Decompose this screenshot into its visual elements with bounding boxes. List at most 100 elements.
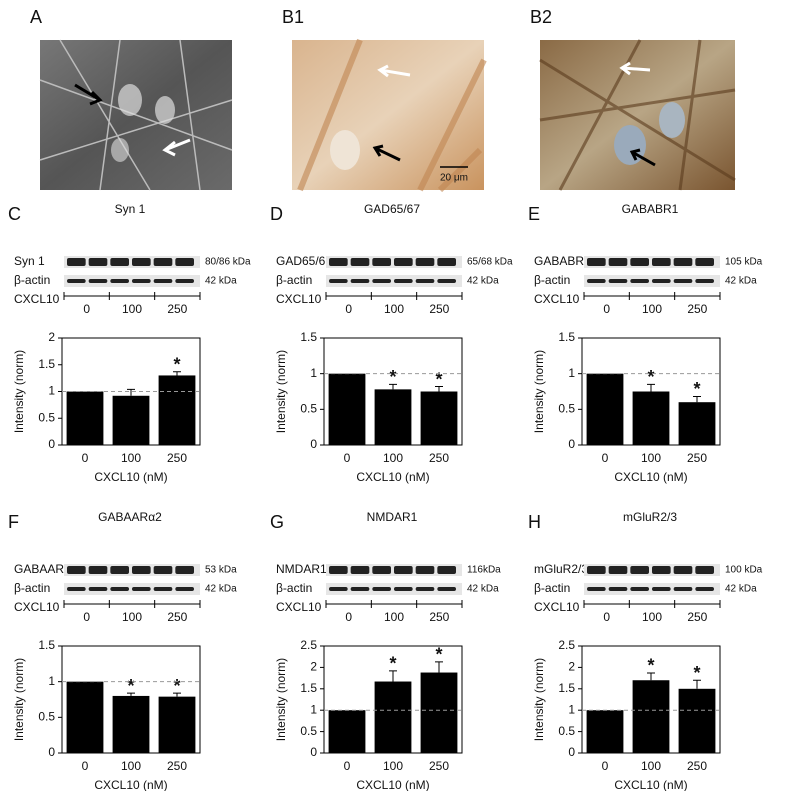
blot-kda: 42 kDa (467, 584, 499, 595)
blot-band (329, 566, 348, 574)
y-tick-label: 0 (310, 437, 317, 451)
image-a (39, 39, 233, 191)
blot-band (88, 258, 108, 266)
x-tick-label: 250 (687, 759, 707, 773)
dose-label: 100 (122, 610, 142, 624)
significance-star: * (693, 663, 700, 683)
blot-band (630, 587, 649, 591)
y-axis-label: Intensity (norm) (274, 658, 288, 741)
blot-kda: 53 kDa (205, 565, 237, 576)
significance-star: * (173, 354, 180, 374)
treatment-label: CXCL10 (14, 600, 60, 614)
blot-band (350, 566, 370, 574)
treatment-label: CXCL10 (276, 292, 322, 306)
dose-label: 100 (642, 610, 662, 624)
bar (420, 391, 458, 445)
panel-label: B1 (282, 7, 304, 27)
panel-label: A (30, 7, 42, 27)
x-tick-label: 0 (82, 451, 89, 465)
x-tick-label: 100 (121, 451, 141, 465)
treatment-label: CXCL10 (14, 292, 60, 306)
blot-band (415, 279, 435, 283)
dose-label: 0 (83, 302, 90, 316)
dose-label: 0 (345, 302, 352, 316)
y-tick-label: 0.5 (300, 402, 317, 416)
x-tick-label: 0 (602, 759, 609, 773)
dose-label: 250 (687, 302, 707, 316)
blot-label: GAD65/67 (276, 254, 332, 268)
x-tick-label: 100 (383, 759, 403, 773)
y-axis-label: Intensity (norm) (12, 658, 26, 741)
blot-band (437, 258, 456, 266)
blot-label: β-actin (276, 581, 312, 595)
blot-band (175, 258, 194, 266)
x-tick-label: 100 (121, 759, 141, 773)
dose-label: 100 (384, 302, 404, 316)
error-bar (127, 692, 135, 696)
blot-kda: 42 kDa (467, 276, 499, 287)
x-tick-label: 250 (429, 759, 449, 773)
x-axis-label: CXCL10 (nM) (94, 470, 167, 484)
bar (158, 375, 196, 445)
blot-label: β-actin (534, 273, 570, 287)
blot-band (372, 279, 391, 283)
blot-band (394, 279, 413, 283)
significance-star: * (693, 379, 700, 399)
dose-label: 250 (429, 610, 449, 624)
y-axis-label: Intensity (norm) (12, 350, 26, 433)
treatment-label: CXCL10 (276, 600, 322, 614)
x-tick-label: 250 (687, 451, 707, 465)
blot-band (652, 258, 671, 266)
blot-band (437, 279, 456, 283)
blot-band (67, 258, 86, 266)
y-tick-label: 1.5 (300, 330, 317, 344)
blot-kda: 116kDa (467, 565, 501, 576)
y-tick-label: 1.5 (558, 681, 575, 695)
dose-label: 250 (167, 302, 187, 316)
blot-band (394, 566, 413, 574)
treatment-label: CXCL10 (534, 292, 580, 306)
blot-band (415, 587, 435, 591)
blot-band (652, 279, 671, 283)
y-tick-label: 1 (48, 384, 55, 398)
x-axis-label: CXCL10 (nM) (614, 470, 687, 484)
error-bar (173, 371, 181, 376)
blot-band (88, 566, 108, 574)
blot-band (350, 279, 370, 283)
x-axis-label: CXCL10 (nM) (94, 778, 167, 791)
error-bar (389, 383, 397, 390)
image-b2 (539, 39, 736, 191)
blot-band (372, 566, 391, 574)
blot-band (175, 279, 194, 283)
blot-band (630, 566, 649, 574)
x-tick-label: 100 (641, 759, 661, 773)
y-tick-label: 2 (48, 330, 55, 344)
significance-star: * (435, 645, 442, 665)
y-tick-label: 0 (568, 437, 575, 451)
blot-band (110, 279, 129, 283)
dose-label: 100 (122, 302, 142, 316)
blot-band (350, 258, 370, 266)
dose-label: 0 (345, 610, 352, 624)
blot-kda: 42 kDa (725, 276, 757, 287)
blot-kda: 80/86 kDa (205, 257, 251, 268)
blot-title: mGluR2/3 (623, 510, 677, 524)
blot-band (67, 566, 86, 574)
bar (374, 681, 412, 753)
significance-star: * (173, 676, 180, 696)
error-bar (693, 679, 701, 689)
y-tick-label: 1.5 (38, 638, 55, 652)
blot-label: GABAARα2 (14, 562, 78, 576)
y-axis-label: Intensity (norm) (274, 350, 288, 433)
blot-band (652, 587, 671, 591)
error-bar (647, 672, 655, 681)
blot-band (695, 566, 714, 574)
panel-label: F (8, 512, 19, 532)
blot-band (329, 587, 348, 591)
significance-star: * (435, 369, 442, 389)
blot-kda: 42 kDa (205, 276, 237, 287)
panel-label: D (270, 204, 283, 224)
y-tick-label: 1.5 (558, 330, 575, 344)
bar (66, 681, 104, 753)
